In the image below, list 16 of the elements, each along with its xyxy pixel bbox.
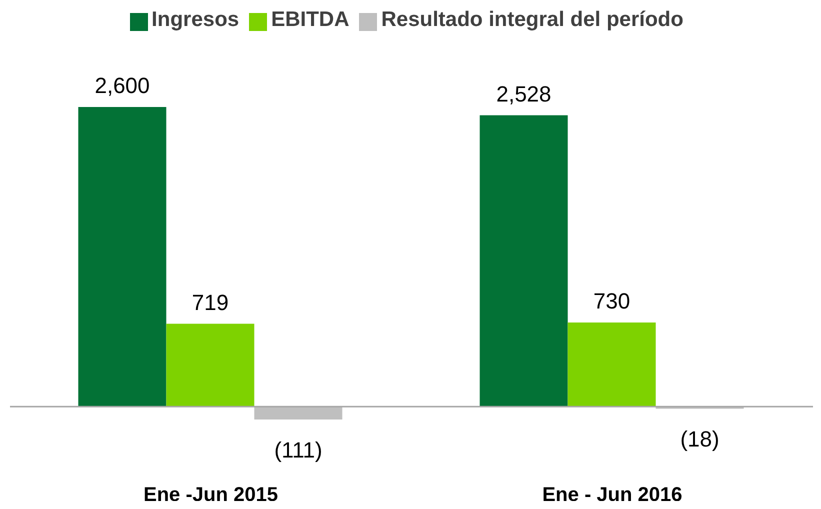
bar bbox=[78, 106, 166, 407]
bar bbox=[480, 115, 568, 407]
data-label: 2,528 bbox=[496, 81, 552, 106]
legend-label: EBITDA bbox=[271, 8, 350, 31]
data-label: (111) bbox=[274, 437, 322, 462]
legend-label: Ingresos bbox=[152, 8, 240, 31]
data-label: (18) bbox=[680, 426, 720, 452]
bar bbox=[568, 322, 656, 407]
x-tick-label: Ene - Jun 2016 bbox=[542, 484, 682, 506]
bar bbox=[254, 406, 342, 420]
data-label: 2,600 bbox=[94, 72, 150, 98]
x-tick-label: Ene -Jun 2015 bbox=[143, 484, 278, 506]
data-label: 730 bbox=[593, 288, 630, 314]
data-label: 719 bbox=[192, 290, 229, 315]
legend-label: Resultado integral del período bbox=[381, 8, 684, 31]
bar bbox=[166, 324, 254, 407]
